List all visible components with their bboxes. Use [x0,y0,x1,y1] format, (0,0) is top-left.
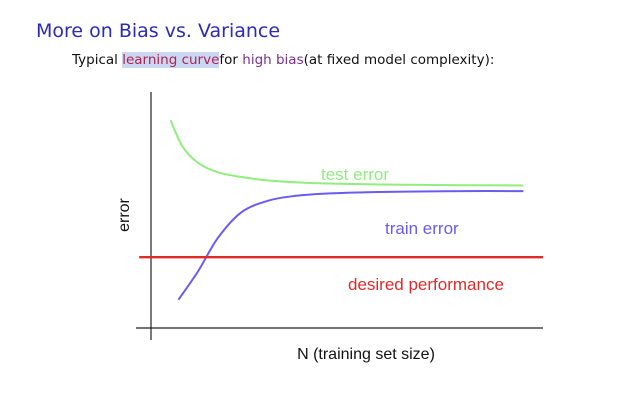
desired-performance-label: desired performance [348,275,504,294]
slide-title: More on Bias vs. Variance [36,20,281,42]
subtitle-text-2: for [219,52,243,68]
slide-subtitle: Typical learning curvefor high bias(at f… [72,52,494,68]
subtitle-highlight: learning curve [122,52,220,68]
train-error-label: train error [385,219,459,238]
x-axis-label: N (training set size) [297,346,435,363]
y-axis-label: error [116,197,133,231]
train-error-line [177,190,524,301]
subtitle-text-3: (at fixed model complexity): [303,52,495,68]
test-error-line [169,119,524,187]
subtitle-emphasis: high bias [242,52,304,68]
subtitle-text-1: Typical [72,52,123,68]
test-error-label: test error [321,165,389,184]
